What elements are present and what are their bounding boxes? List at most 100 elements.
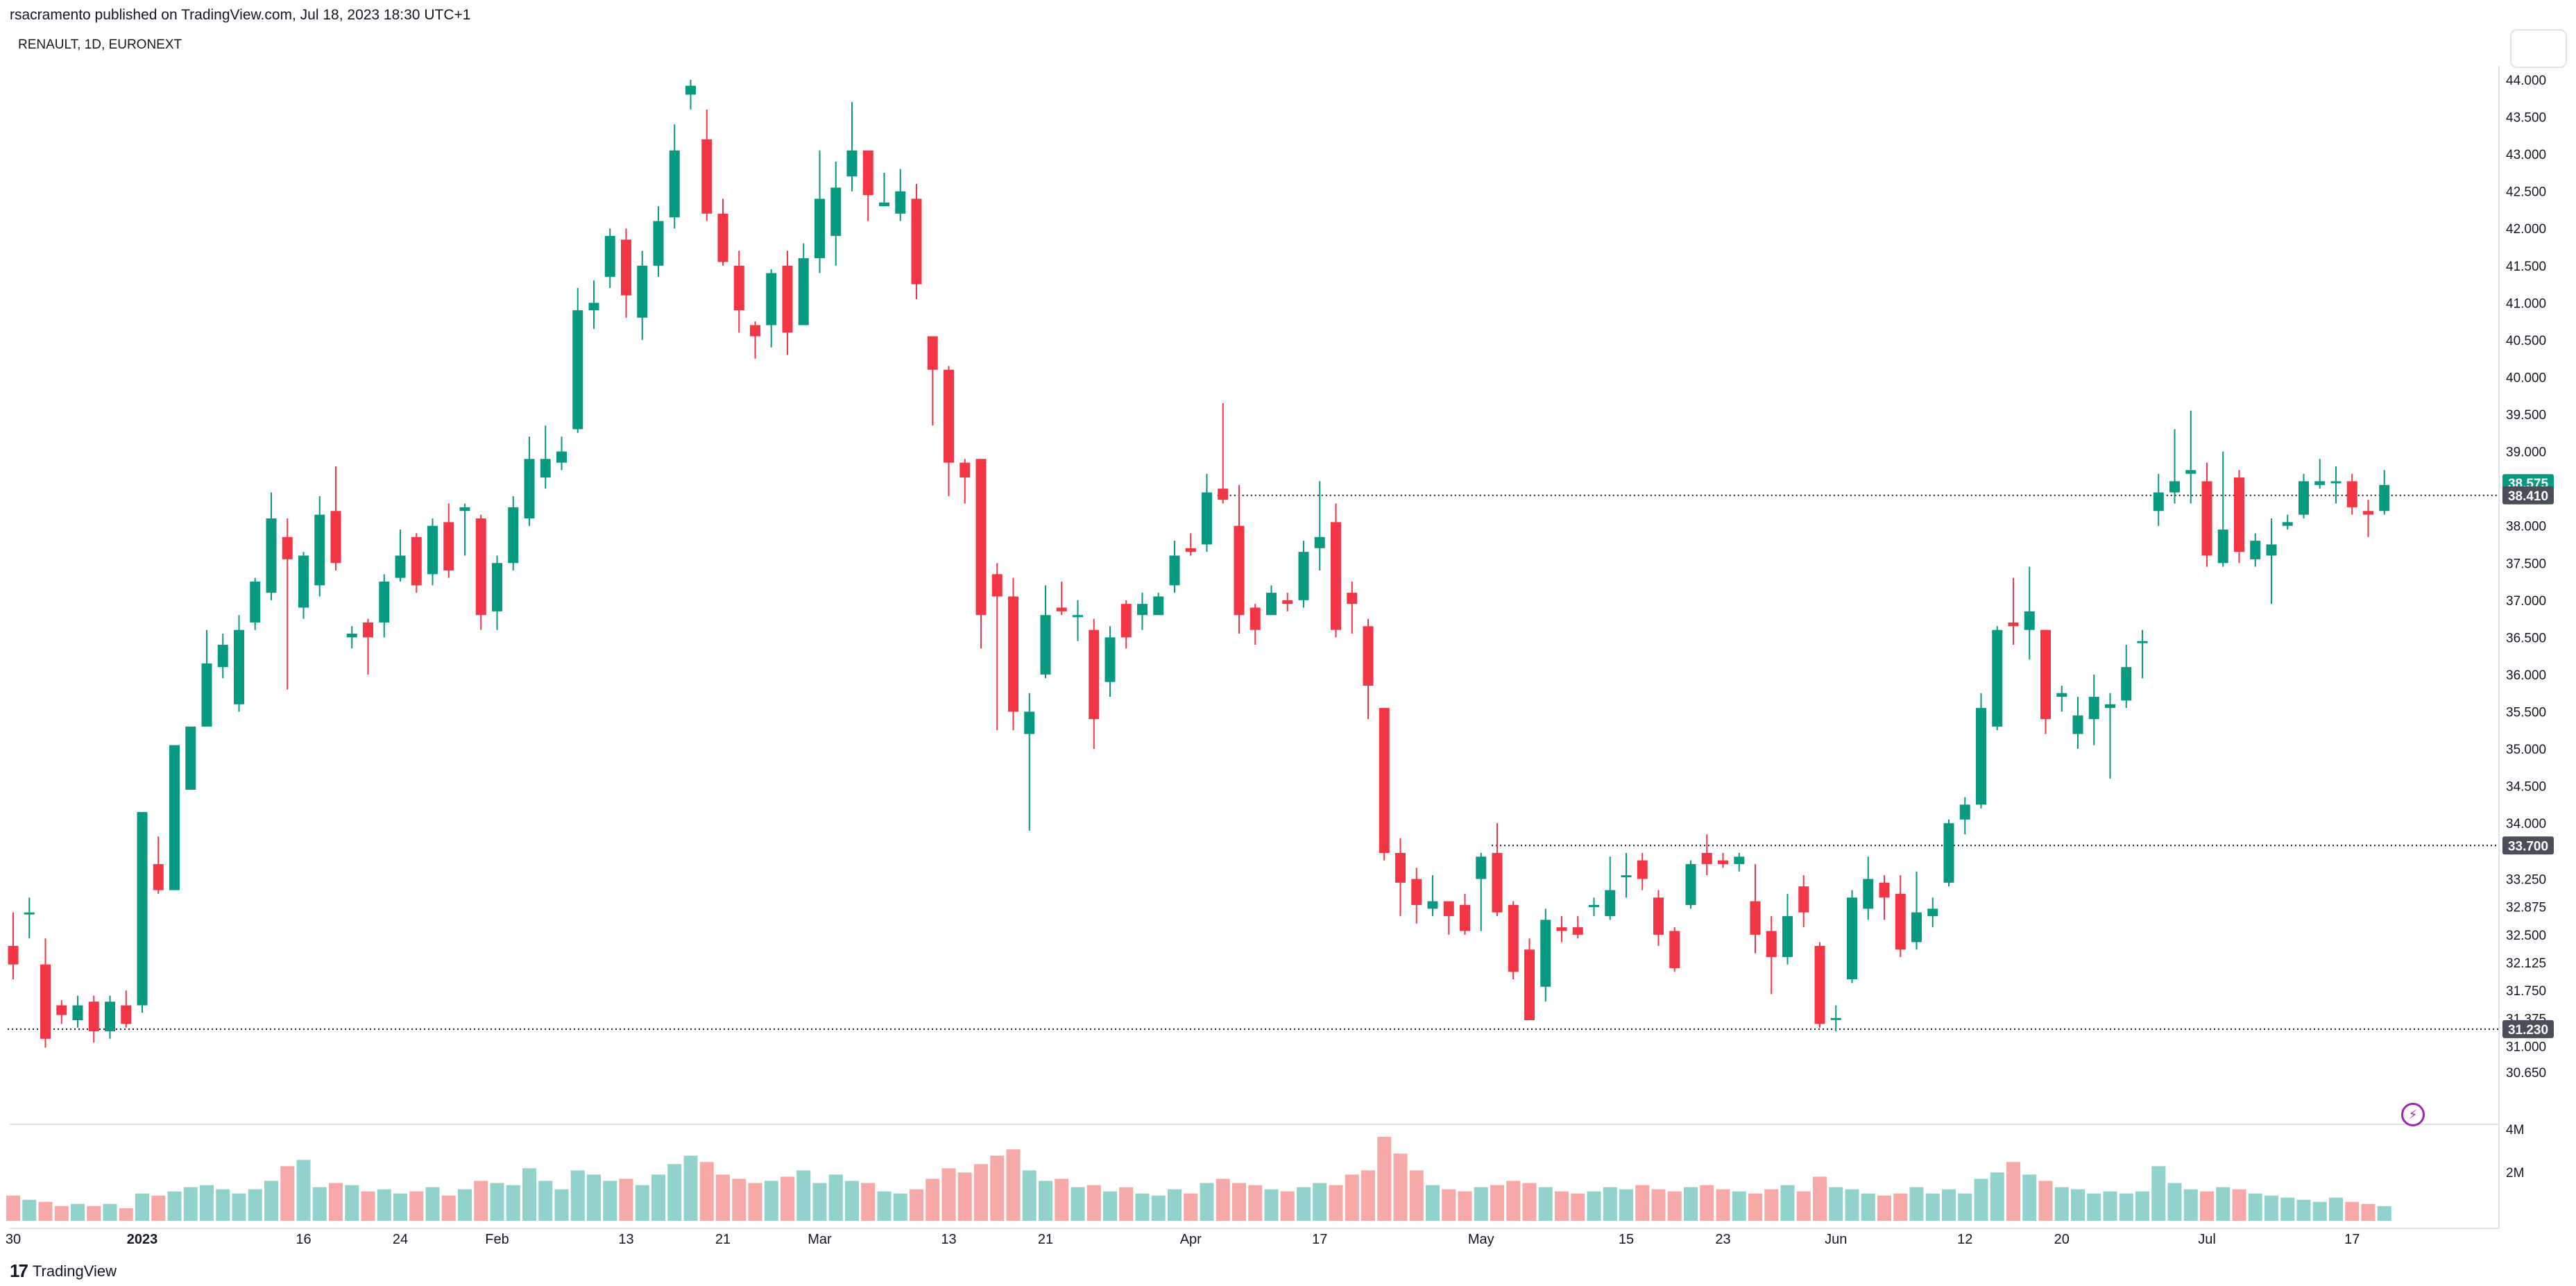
candle-body [750,325,760,337]
volume-bar [1377,1137,1392,1221]
candle-body [975,459,987,616]
volume-bar [393,1193,407,1221]
volume-bar [1829,1187,1843,1221]
volume-bar [409,1191,424,1221]
volume-bar [2167,1183,2182,1221]
x-tick-label: May [1468,1232,1494,1247]
candle-body [733,265,744,311]
candle-body [1460,904,1470,931]
x-tick-label: Jun [1825,1232,1847,1247]
volume-bar [506,1185,520,1221]
candle-body [24,912,35,915]
volume-bar [183,1187,198,1221]
candle-body [1589,904,1599,907]
volume-bar [2200,1191,2214,1221]
volume-bar [683,1156,698,1221]
candle-body [944,369,954,463]
candle-body [1750,901,1761,935]
candle-body [1895,893,1906,950]
volume-bar [1361,1170,1375,1221]
volume-bar [1119,1187,1134,1221]
candle-body [2201,481,2212,556]
volume-bar [796,1170,811,1221]
candle-body [1202,492,1212,545]
candle-body [1363,626,1374,686]
candle-body [717,213,728,262]
candle-body [2185,470,2197,474]
candle-body [2153,492,2164,511]
published-caption: rsacramento published on TradingView.com… [10,7,471,23]
chart-menu-button[interactable] [2510,29,2567,68]
volume-bar [1409,1170,1424,1221]
candle-body [991,574,1003,597]
candle-body [379,582,390,623]
candle-body [1605,890,1616,917]
volume-bar [1264,1189,1279,1221]
candle-body [88,1001,99,1032]
candle-body [1411,879,1422,905]
flash-icon[interactable]: ⚡ [2401,1103,2425,1126]
candle-body [475,518,486,616]
y-tick-label: 31.000 [2506,1040,2546,1055]
candle-body [1298,552,1309,600]
candle-body [169,745,180,890]
volume-bar [974,1164,988,1221]
candle-body [492,563,502,611]
volume-tick-label: 2M [2506,1166,2524,1181]
y-tick-label: 39.500 [2506,408,2546,423]
candle-body [1104,637,1116,682]
volume-bar [2216,1187,2230,1221]
volume-bar [603,1181,617,1221]
volume-bar [1135,1193,1150,1221]
volume-bar [1780,1185,1795,1221]
volume-bar [554,1189,569,1221]
volume-bar [2054,1187,2069,1221]
candle-body [1830,1017,1841,1020]
volume-bar [22,1199,37,1221]
volume-bar [1522,1183,1537,1221]
candle-body [8,945,19,965]
volume-bar [1571,1193,1585,1221]
volume-bar [1732,1191,1746,1221]
x-tick-label: 16 [296,1232,311,1247]
y-tick-label: 33.250 [2506,872,2546,887]
candle-body [411,536,422,586]
x-tick-label: 24 [393,1232,408,1247]
volume-bar [312,1187,327,1221]
candle-body [1476,856,1487,879]
candle-body [153,864,164,890]
volume-bar [1200,1183,1214,1221]
candle-body [1089,629,1100,720]
candle-body [346,634,357,638]
volume-bar [1555,1191,1569,1221]
candle-body [2088,697,2099,720]
price-label-box [2502,1020,2554,1038]
volume-bar [957,1172,972,1221]
volume-bar [1458,1191,1472,1221]
candle-body [314,514,325,586]
volume-bar [619,1178,633,1221]
candle-body [1734,856,1745,865]
y-tick-label: 40.500 [2506,334,2546,348]
candle-body [1234,525,1245,616]
volume-bar [1603,1187,1617,1221]
candle-body [2217,530,2228,564]
volume-bar [425,1187,440,1221]
volume-bar [2119,1193,2133,1221]
volume-bar [103,1203,117,1221]
volume-bar [6,1195,20,1221]
y-tick-label: 43.500 [2506,111,2546,126]
candle-body [298,555,309,608]
candle-body [637,265,648,318]
y-tick-label: 31.750 [2506,984,2546,999]
candle-body [1153,596,1164,616]
candle-body [443,522,454,570]
candle-body [1379,708,1390,854]
candle-body [2298,481,2309,515]
candle-body [1556,927,1567,931]
candle-body [217,645,228,668]
candle-body [814,198,825,259]
volume-bar [748,1183,762,1221]
tradingview-footer: 17 TradingView [10,1260,117,1282]
